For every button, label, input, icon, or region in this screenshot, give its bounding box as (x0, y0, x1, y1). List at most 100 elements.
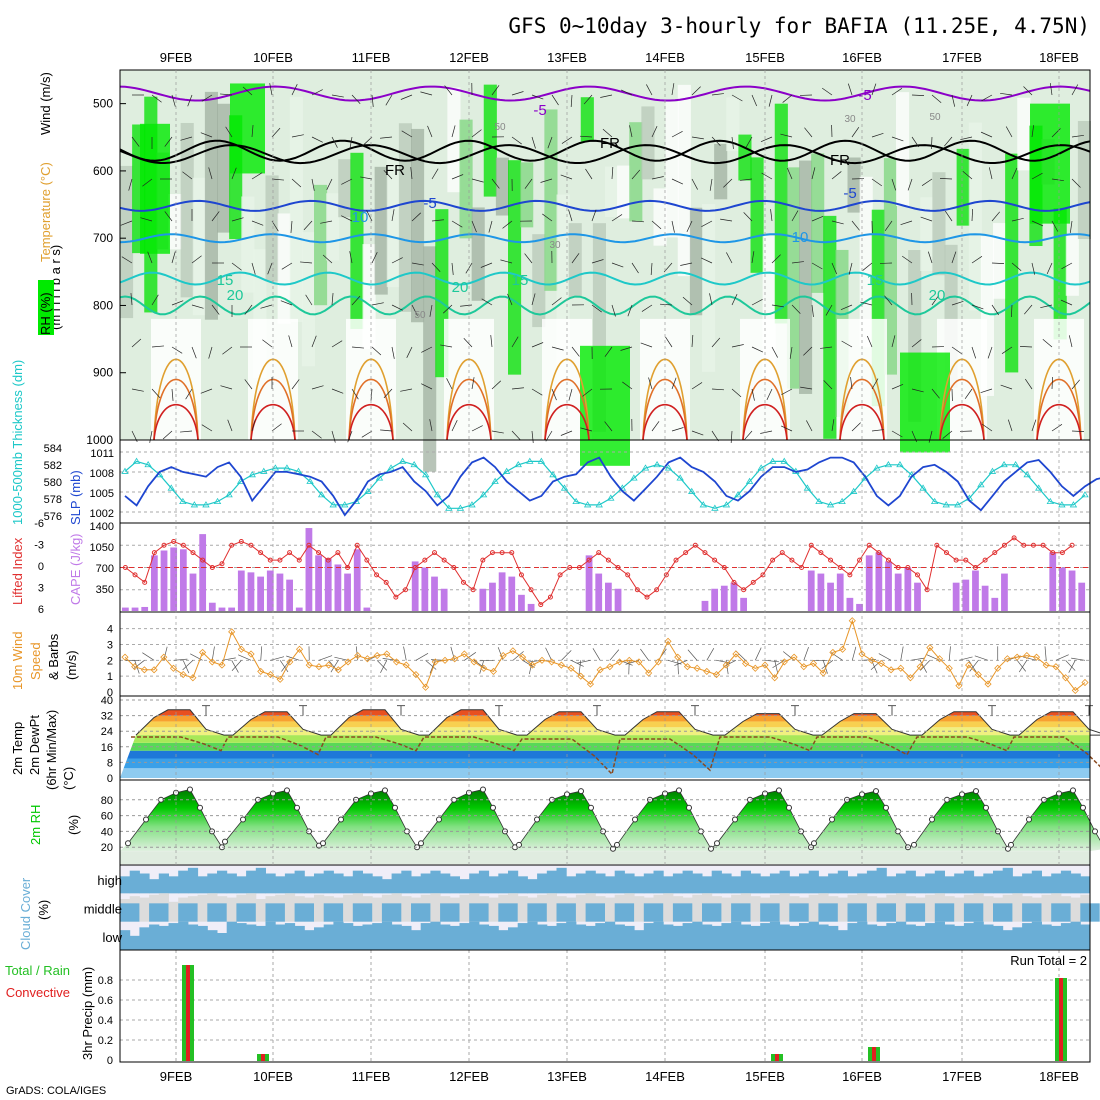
wind-barb (540, 178, 553, 183)
cloud-bar-middle (178, 903, 198, 922)
lifted-index-point (547, 594, 553, 600)
wind-barb (1023, 86, 1033, 96)
wind-barb (291, 134, 304, 138)
cloud-bar-high (1022, 873, 1033, 894)
wind-barb (1071, 379, 1080, 390)
cloud-bar-low (265, 921, 276, 950)
wind-barb (1001, 346, 1013, 355)
temp-contour-minus5 (119, 85, 1091, 102)
lifted-index-point (576, 565, 582, 570)
wind-barb (641, 304, 653, 312)
rh-point (588, 804, 594, 811)
wind-barb (640, 342, 653, 348)
wind-barb (305, 294, 313, 306)
temp-band (120, 721, 1090, 728)
thickness-point (734, 491, 742, 498)
cape-bar (595, 573, 603, 611)
temp-contour-diurnal (1036, 403, 1082, 441)
cloud-bar-low (828, 925, 839, 950)
cloud-bar-low (508, 927, 519, 950)
wind-barb-10m (334, 656, 349, 661)
pressure-tick: 700 (93, 231, 113, 245)
cape-bar (952, 582, 960, 611)
wind-speed-point (538, 656, 546, 664)
temp-band (120, 700, 1090, 710)
wind-barb (991, 211, 1000, 222)
cloud-bar-high (575, 873, 587, 894)
cloud-bar-low (614, 924, 625, 950)
lifted-index-point (663, 572, 669, 578)
rh-point (776, 787, 782, 794)
cloud-bar-high (847, 876, 858, 894)
cloud-bar-middle (721, 897, 732, 922)
precip-tick: 0.8 (98, 975, 113, 987)
wind-barb (1071, 430, 1085, 432)
wind-barb (927, 251, 933, 264)
cloud-bar-middle (459, 894, 470, 922)
lifted-index-point (345, 565, 351, 570)
li-tick: 6 (38, 604, 44, 616)
lifted-index-point (412, 565, 418, 570)
wind-barb-10m (464, 652, 477, 661)
thickness-point (560, 484, 569, 491)
rh-shading (241, 196, 255, 293)
lifted-index-point (972, 565, 978, 570)
thickness-point (329, 501, 337, 508)
wind-speed-point (1042, 661, 1050, 669)
rh-shading (1030, 103, 1070, 224)
wind-axis-label: 10m Wind (10, 631, 25, 690)
cape-bar (1059, 567, 1066, 611)
cloud-bar-middle (430, 893, 441, 922)
wind-speed-point (984, 680, 992, 688)
cape-bar (508, 576, 516, 611)
wind-barb (723, 178, 733, 188)
cloud-bar-high (304, 876, 315, 894)
lifted-index-point (857, 557, 863, 563)
date-tick-top: 10FEB (253, 50, 293, 65)
cloud-bar-high (381, 879, 393, 894)
axes-and-labels: 9FEB9FEB10FEB10FEB11FEB11FEB12FEB12FEB13… (5, 50, 1091, 1084)
cloud-bar-low (653, 921, 664, 950)
thickness-point (445, 504, 453, 511)
wind-barb (490, 335, 493, 348)
thickness-point (526, 457, 534, 464)
wind-barb (182, 171, 193, 180)
rh-shading (483, 84, 497, 197)
rh-shading (750, 157, 764, 273)
rh-point (418, 840, 424, 847)
wind-barb (208, 346, 213, 359)
cloud-bar-low (372, 923, 383, 950)
rh-point (1080, 804, 1086, 811)
wind-barb (731, 293, 738, 306)
rh-shading (617, 165, 631, 219)
wind-barb (781, 388, 793, 395)
lifted-index-point (480, 557, 486, 563)
cape-bar (199, 534, 207, 611)
wind-barb (511, 430, 521, 441)
rh-point (143, 816, 149, 823)
wind-barb-10m (231, 660, 239, 673)
cloud-bar-middle (314, 894, 325, 922)
wind-speed-point (257, 667, 265, 675)
cloud-bar-low (711, 925, 722, 950)
wind-speed-point (140, 666, 148, 674)
lifted-index-point (586, 557, 592, 563)
wind-barb (651, 125, 658, 138)
wind-barb (884, 220, 893, 232)
wind-barb-10m (1055, 654, 1069, 661)
wind-speed-point (809, 659, 818, 668)
cloud-bar-high (711, 870, 722, 894)
cape-bar (353, 549, 361, 611)
thickness-point (502, 467, 511, 474)
wind-barb (745, 136, 753, 148)
rh-shading (605, 166, 619, 217)
cloud-bar-low (226, 921, 237, 950)
lifted-index-point (741, 587, 747, 593)
thickness-point (167, 484, 175, 491)
rh-shading (799, 160, 813, 394)
wind-speed-point (955, 682, 963, 690)
wind-speed-point (325, 661, 333, 669)
thickness-point (757, 464, 765, 471)
cape-bar (411, 561, 419, 611)
